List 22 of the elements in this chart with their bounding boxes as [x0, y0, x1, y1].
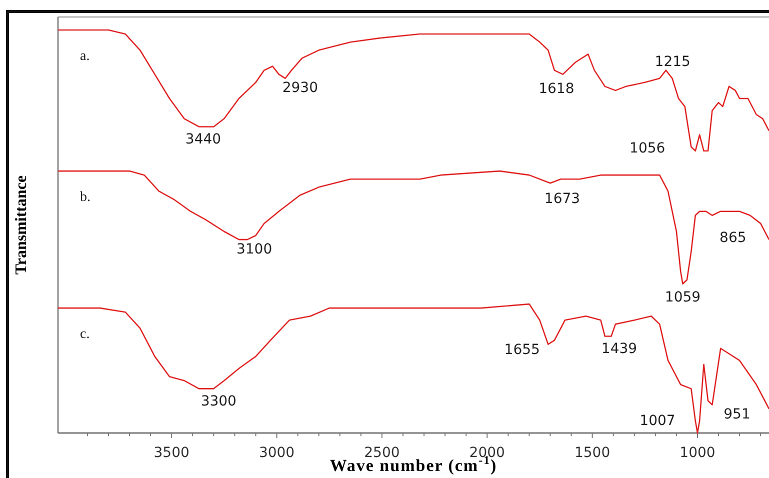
x-tick-label: 3000 — [258, 445, 295, 461]
annotation: 1673 — [544, 190, 580, 207]
x-tick-label: 1500 — [574, 445, 610, 461]
x-tick-label: 1000 — [680, 445, 716, 461]
y-axis-title: Transmittance — [13, 175, 30, 275]
annotation: 2930 — [282, 80, 318, 96]
annotation: 1439 — [601, 341, 638, 358]
series-label: c. — [80, 327, 90, 342]
annotation: 1215 — [654, 54, 690, 70]
annotation: 1056 — [630, 140, 666, 157]
annotation: 865 — [720, 230, 746, 246]
x-tick-label: 3500 — [154, 445, 190, 461]
series-label: a. — [80, 49, 90, 64]
annotation: 1618 — [538, 81, 574, 98]
annotation: 3300 — [200, 394, 236, 410]
annotation: 3440 — [185, 132, 222, 148]
annotation: 1007 — [640, 412, 676, 429]
annotation: 1059 — [664, 290, 701, 306]
series-label: b. — [80, 190, 90, 206]
annotation: 951 — [724, 406, 750, 423]
annotation: 1655 — [504, 342, 540, 358]
annotation: 3100 — [236, 241, 272, 258]
